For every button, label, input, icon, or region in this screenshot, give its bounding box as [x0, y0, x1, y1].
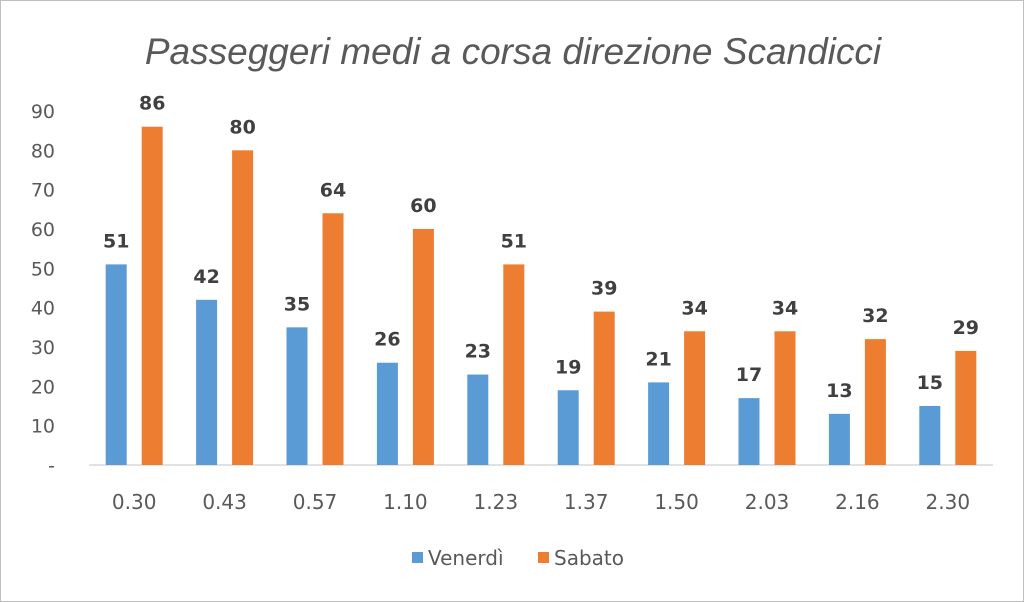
y-tick-label: 50 [31, 258, 55, 280]
x-tick-label: 1.50 [654, 490, 699, 514]
bar-venerdi [376, 362, 398, 465]
data-label: 86 [139, 93, 165, 115]
data-label: 23 [465, 341, 491, 363]
bar-sabato [593, 311, 615, 465]
bar-sabato [864, 339, 886, 465]
y-tick-label: 20 [31, 376, 55, 398]
bar-sabato [322, 213, 344, 465]
y-tick-label: 70 [31, 180, 55, 202]
legend-swatch [412, 552, 423, 563]
data-label: 29 [953, 317, 979, 339]
data-label: 60 [410, 195, 436, 217]
bar-venerdi [738, 398, 760, 465]
bar-venerdi [467, 374, 489, 465]
data-label: 35 [284, 293, 310, 315]
data-label: 64 [320, 179, 346, 201]
x-tick-label: 1.23 [474, 490, 519, 514]
y-axis: - 10 20 30 40 50 60 70 80 90 [31, 101, 55, 477]
y-tick-label: 10 [31, 416, 55, 438]
legend-swatch [538, 552, 549, 563]
data-label: 34 [772, 297, 798, 319]
legend: Venerdì Sabato [412, 546, 624, 570]
bar-sabato [684, 331, 706, 465]
bar-venerdi [557, 390, 579, 465]
chart-title: Passeggeri medi a corsa direzione Scandi… [145, 31, 883, 72]
bar-venerdi [648, 382, 670, 465]
data-label: 51 [501, 230, 527, 252]
data-label: 39 [591, 278, 617, 300]
bar-venerdi [196, 299, 218, 465]
bar-venerdi [919, 406, 941, 465]
bar-sabato [141, 126, 163, 465]
data-label: 17 [736, 364, 762, 386]
data-label: 32 [862, 305, 888, 327]
x-tick-label: 0.43 [202, 490, 247, 514]
bar-sabato [232, 150, 254, 466]
bars: 51 86 42 80 35 64 26 60 23 51 19 39 21 34 17 34 13 32 15 29 [103, 93, 979, 466]
data-label: 19 [555, 356, 581, 378]
x-axis: 0.30 0.43 0.57 1.10 1.23 1.37 1.50 2.03 2.16 2.30 [112, 490, 970, 514]
y-tick-label: - [48, 455, 55, 477]
data-label: 26 [374, 329, 400, 351]
x-tick-label: 2.30 [926, 490, 971, 514]
data-label: 42 [193, 266, 219, 288]
y-tick-label: 60 [31, 219, 55, 241]
bar-venerdi [828, 413, 850, 465]
data-label: 21 [645, 348, 671, 370]
bar-venerdi [286, 327, 308, 465]
bar-sabato [503, 264, 525, 465]
y-tick-label: 90 [31, 101, 55, 123]
bar-sabato [955, 350, 977, 465]
legend-label: Sabato [554, 546, 624, 570]
data-label: 34 [681, 297, 707, 319]
data-label: 15 [917, 372, 943, 394]
x-tick-label: 1.10 [383, 490, 428, 514]
data-label: 80 [229, 116, 255, 138]
y-tick-label: 40 [31, 298, 55, 320]
data-label: 13 [826, 380, 852, 402]
y-tick-label: 80 [31, 140, 55, 162]
bar-sabato [412, 229, 434, 465]
bar-venerdi [105, 264, 127, 465]
bar-sabato [774, 331, 796, 465]
legend-label: Venerdì [428, 546, 504, 570]
y-tick-label: 30 [31, 337, 55, 359]
data-label: 51 [103, 230, 129, 252]
x-tick-label: 0.57 [293, 490, 338, 514]
x-tick-label: 2.03 [745, 490, 790, 514]
x-tick-label: 0.30 [112, 490, 157, 514]
x-tick-label: 2.16 [835, 490, 880, 514]
x-tick-label: 1.37 [564, 490, 609, 514]
